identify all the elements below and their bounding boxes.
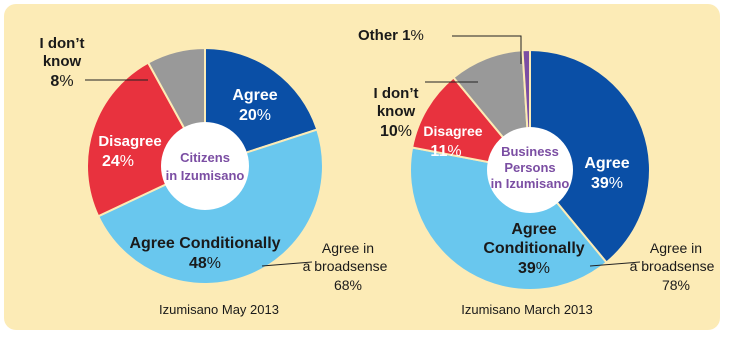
pie1-label-disagree: Disagree	[98, 133, 161, 150]
pie2-center-label-line1: Business	[501, 144, 559, 159]
pie2-value-disagree-pct: %	[447, 143, 461, 160]
pie1-value-agree-cond-pct: %	[207, 255, 221, 272]
pie1-value-agree: 20%	[239, 107, 271, 124]
pie2-label-other-pct: %	[411, 27, 424, 44]
pie1-value-agree-conditionally: 48%	[189, 255, 221, 272]
pie1-value-agree-num: 20	[239, 107, 257, 124]
pie2-leader-other	[452, 35, 522, 64]
pie2-slice-agree	[529, 48, 651, 264]
pie2-label-dontknow-line1: I don’t	[374, 85, 419, 102]
pie2-label-agree-cond-line1: Agree	[511, 221, 556, 238]
pie1-leader-broadsense	[261, 261, 313, 267]
pie2-value-dontknow-pct: %	[398, 123, 412, 140]
pie1-value-agree-cond-num: 48	[189, 255, 207, 272]
pie2-value-dontknow: 10%	[380, 123, 412, 140]
pie1-annotation-line1: Agree in	[322, 240, 374, 256]
pie2-label-agree-cond-line2: Conditionally	[483, 240, 584, 257]
pie2-value-agree-conditionally: 39%	[518, 260, 550, 277]
pie2-value-agree: 39%	[591, 175, 623, 192]
pie1-value-disagree-pct: %	[120, 153, 134, 170]
pie1-label-agree-conditionally: Agree Conditionally	[129, 235, 280, 252]
pie2-leader-broadsense	[589, 261, 641, 267]
pie2-value-disagree: 11%	[430, 143, 461, 160]
pie1-value-disagree: 24%	[102, 153, 134, 170]
pie2-label-other-text: Other 1	[358, 27, 411, 44]
pie1-label-dontknow-line2: know	[43, 53, 82, 70]
pie1-value-disagree-num: 24	[102, 153, 120, 170]
pie2-value-agree-num: 39	[591, 175, 609, 192]
pie2-center-label-line2: Persons	[504, 160, 555, 175]
pie1-caption: Izumisano May 2013	[159, 302, 279, 317]
pie2-slice-agree-conditionally	[409, 146, 608, 291]
pie1-label-dontknow-line1: I don’t	[40, 35, 85, 52]
pie1-center-hole	[161, 122, 249, 210]
pie2-label-other: Other 1%	[358, 27, 424, 44]
pie1-annotation-line2: a broadsense	[303, 258, 388, 274]
pie2-value-agree-cond-pct: %	[536, 260, 550, 277]
pie2-label-agree: Agree	[584, 155, 629, 172]
pie1-value-agree-pct: %	[257, 107, 271, 124]
pie2-label-dontknow-line2: know	[377, 103, 416, 120]
pie1-value-dontknow-num: 8	[50, 73, 59, 90]
pie2-label-disagree: Disagree	[423, 123, 482, 139]
pie1-value-dontknow-pct: %	[59, 73, 73, 90]
pie1-center-label-line1: Citizens	[180, 150, 230, 165]
pie1-value-dontknow: 8%	[50, 73, 73, 90]
pie1-annotation-value: 68%	[334, 277, 362, 293]
pie1-center-label-line2: in Izumisano	[166, 168, 245, 183]
pie2-value-dontknow-num: 10	[380, 123, 398, 140]
pie2-center-hole	[487, 127, 573, 213]
pie2-value-agree-cond-num: 39	[518, 260, 536, 277]
pie2-value-disagree-num: 11	[430, 143, 447, 160]
pie2-value-agree-pct: %	[609, 175, 623, 192]
pie2-annotation-value: 78%	[662, 277, 690, 293]
pie1-label-agree: Agree	[232, 87, 277, 104]
pie2-annotation-line1: Agree in	[650, 240, 702, 256]
pie2-center-label-line3: in Izumisano	[491, 176, 570, 191]
pie2-caption: Izumisano March 2013	[461, 302, 593, 317]
pie2-annotation-line2: a broadsense	[630, 258, 715, 274]
